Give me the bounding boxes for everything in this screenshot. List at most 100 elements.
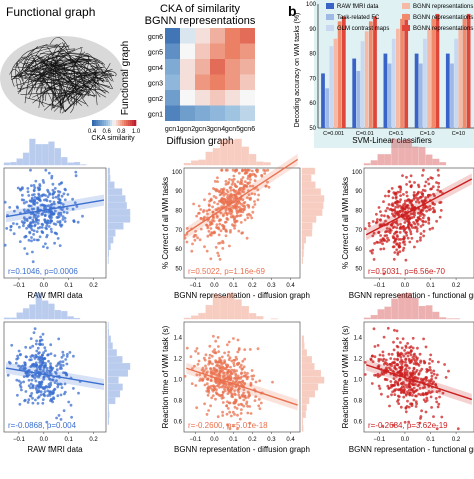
scatter-point <box>391 353 394 356</box>
bar <box>321 73 325 128</box>
colorbar-segment <box>102 120 104 126</box>
scatter-point <box>405 219 408 222</box>
scatter-point <box>19 188 22 191</box>
scatter-point <box>16 355 19 358</box>
marginal-hist-y-bar <box>302 425 303 431</box>
marginal-hist-x-bar <box>426 306 432 320</box>
scatter-point <box>192 203 195 206</box>
marginal-hist-y-bar <box>302 418 303 424</box>
bar <box>325 88 329 128</box>
scatter-point <box>416 347 419 350</box>
scatter-point <box>413 181 416 184</box>
scatter-point <box>394 380 397 383</box>
scatter-point <box>31 251 34 254</box>
scatter-point <box>226 373 229 376</box>
scatter-point <box>223 225 226 228</box>
scatter-point <box>61 351 64 354</box>
scatter-point <box>216 180 219 183</box>
scatter-point <box>431 375 434 378</box>
scatter-point <box>66 363 69 366</box>
scatter-point <box>386 207 389 210</box>
legend-swatch <box>402 14 410 20</box>
scatter-point <box>42 398 45 401</box>
scatter-point <box>396 358 399 361</box>
marginal-hist-x-bar <box>440 318 446 320</box>
scatter-point <box>226 212 229 215</box>
heatmap-xtick-label: gcn4 <box>210 126 225 133</box>
scatter-point <box>222 401 225 404</box>
bar <box>446 54 450 128</box>
heatmap-cell <box>165 59 180 75</box>
bar-ytick-label: 70 <box>309 76 316 82</box>
scatter-point <box>415 197 418 200</box>
marginal-hist-x-bar <box>378 310 384 320</box>
scatter-point <box>411 404 414 407</box>
scatter-point <box>246 216 249 219</box>
scatter-point <box>244 219 247 222</box>
scatter-point <box>406 199 409 202</box>
bar <box>338 21 342 128</box>
scatter-point <box>38 356 41 359</box>
bar <box>352 59 356 128</box>
scatter-point <box>195 406 198 409</box>
marginal-hist-x-bar <box>191 161 198 165</box>
scatter-point <box>432 415 435 418</box>
scatter-point <box>27 398 30 401</box>
scatter-point <box>391 187 394 190</box>
scatter-point <box>19 354 22 357</box>
scatter-point <box>229 229 232 232</box>
scatter-point <box>60 394 63 397</box>
scatter-point <box>72 219 75 222</box>
scatter-point <box>398 366 401 369</box>
scatter-point <box>408 358 411 361</box>
x-tick-label: 0.2 <box>452 437 461 443</box>
scatter-point <box>413 194 416 197</box>
scatter-point <box>40 393 43 396</box>
correlation-annotation: r=-0.2684, p=3.62e-19 <box>368 421 448 430</box>
scatter-point <box>399 191 402 194</box>
scatter-point <box>257 198 260 201</box>
scatter-point <box>218 234 221 237</box>
marginal-hist-y-bar <box>108 336 111 342</box>
scatter-point <box>234 221 237 224</box>
scatter-point <box>34 327 37 330</box>
scatter-point <box>61 386 64 389</box>
scatter-point <box>241 170 244 173</box>
x-tick-label: 0.2 <box>89 283 98 289</box>
scatter-point <box>37 385 40 388</box>
marginal-hist-y-bar <box>302 216 316 222</box>
bar-xtick-label: C=10 <box>452 131 465 137</box>
scatter-point <box>70 404 73 407</box>
scatter-point <box>48 172 51 175</box>
legend-swatch <box>326 3 334 9</box>
heatmap-cell <box>210 28 225 44</box>
scatter-point <box>49 362 52 365</box>
marginal-hist-x-bar <box>30 305 36 319</box>
scatter-point <box>409 391 412 394</box>
scatter-point <box>237 180 240 183</box>
scatter-point <box>399 198 402 201</box>
scatter-point <box>30 240 33 243</box>
x-tick-label: 0.2 <box>89 437 98 443</box>
scatter-point <box>229 366 232 369</box>
scatter-point <box>33 199 36 202</box>
colorbar-segment <box>128 120 130 126</box>
scatter-point <box>41 363 44 366</box>
bar <box>334 39 338 128</box>
scatter-point <box>392 196 395 199</box>
scatter-point <box>240 180 243 183</box>
scatter-point <box>240 364 243 367</box>
marginal-hist-x-bar <box>378 154 384 165</box>
marginal-hist-y-bar <box>108 398 115 404</box>
x-tick-label: −0.1 <box>13 437 26 443</box>
scatter-point <box>247 204 250 207</box>
scatter-point <box>42 361 45 364</box>
scatter-point <box>412 347 415 350</box>
x-tick-label: 0.1 <box>426 283 435 289</box>
scatter-point <box>228 369 231 372</box>
scatter-point <box>23 221 26 224</box>
scatter-point <box>49 366 52 369</box>
marginal-hist-y-bar <box>302 336 304 342</box>
